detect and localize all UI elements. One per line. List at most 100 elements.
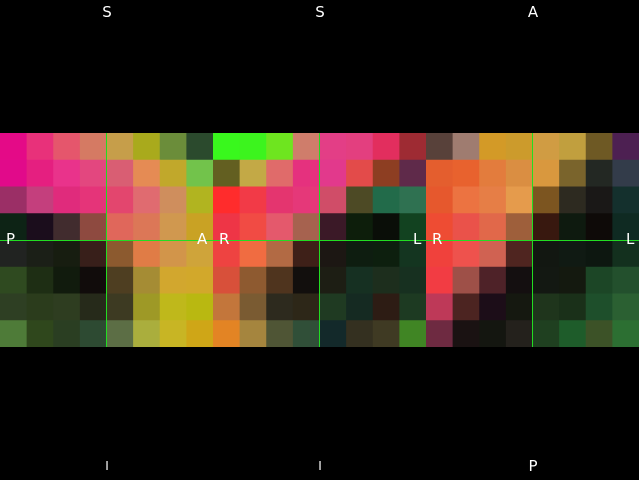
coronal-voxel [239, 266, 267, 295]
sagittal-voxel [79, 186, 108, 214]
axial-voxel [479, 240, 507, 268]
sagittal-voxel [186, 240, 213, 268]
sagittal-voxel [0, 133, 28, 161]
axial-view-panel[interactable] [426, 133, 639, 347]
coronal-voxel [346, 213, 374, 241]
sagittal-voxel [133, 293, 161, 321]
sagittal-voxel [133, 133, 161, 161]
sagittal-voxel [0, 159, 28, 188]
axial-bottom-orientation-label: P [528, 457, 538, 475]
axial-voxel [426, 293, 454, 321]
sagittal-voxel [159, 266, 187, 295]
axial-voxel [559, 133, 587, 161]
axial-voxel [532, 266, 560, 295]
axial-voxel [479, 159, 507, 188]
axial-voxel [505, 320, 534, 347]
axial-voxel [612, 320, 639, 347]
axial-voxel [479, 266, 507, 295]
coronal-voxel [399, 320, 426, 347]
sagittal-voxel [133, 159, 161, 188]
sagittal-voxel [106, 266, 134, 295]
coronal-voxel [292, 293, 321, 321]
axial-voxel [585, 133, 613, 161]
sagittal-voxel [26, 240, 54, 268]
sagittal-voxel [79, 133, 108, 161]
sagittal-voxel [159, 240, 187, 268]
coronal-voxel [319, 133, 347, 161]
axial-voxel [452, 159, 480, 188]
sagittal-top-orientation-label: S [102, 3, 112, 21]
axial-voxel [559, 266, 587, 295]
coronal-voxel [266, 320, 294, 347]
axial-voxel [452, 293, 480, 321]
sagittal-voxel [79, 320, 108, 347]
axial-voxel [479, 186, 507, 214]
sagittal-voxel [0, 240, 28, 268]
sagittal-voxel [0, 266, 28, 295]
sagittal-left-orientation-label: P [6, 230, 16, 248]
sagittal-voxel [106, 159, 134, 188]
sagittal-voxel [79, 293, 108, 321]
coronal-voxel [239, 293, 267, 321]
axial-voxel [585, 159, 613, 188]
coronal-voxel [266, 240, 294, 268]
axial-voxel [452, 186, 480, 214]
axial-voxel [612, 133, 639, 161]
axial-voxel [612, 240, 639, 268]
axial-voxel [559, 186, 587, 214]
axial-voxel [612, 293, 639, 321]
coronal-voxel [213, 213, 241, 241]
sagittal-voxel [26, 266, 54, 295]
crosshair-horizontal[interactable] [0, 240, 639, 241]
coronal-voxel [266, 293, 294, 321]
sagittal-voxel [53, 159, 81, 188]
sagittal-view-panel[interactable] [0, 133, 213, 347]
coronal-voxel [399, 133, 426, 161]
sagittal-voxel [186, 213, 213, 241]
sagittal-voxel [106, 293, 134, 321]
sagittal-voxel [26, 133, 54, 161]
axial-voxel [426, 266, 454, 295]
coronal-voxel [346, 240, 374, 268]
coronal-voxel [319, 320, 347, 347]
axial-voxel [452, 266, 480, 295]
coronal-slice-image[interactable] [213, 133, 426, 347]
axial-voxel [452, 133, 480, 161]
axial-voxel [585, 186, 613, 214]
sagittal-voxel [133, 266, 161, 295]
coronal-voxel [372, 213, 400, 241]
coronal-voxel [399, 213, 426, 241]
coronal-voxel [346, 293, 374, 321]
axial-voxel [452, 240, 480, 268]
sagittal-voxel [79, 266, 108, 295]
axial-voxel [612, 266, 639, 295]
sagittal-voxel [26, 293, 54, 321]
axial-voxel [612, 213, 639, 241]
axial-slice-image[interactable] [426, 133, 639, 347]
coronal-voxel [372, 266, 400, 295]
coronal-voxel [266, 213, 294, 241]
axial-left-orientation-label: R [432, 230, 443, 248]
coronal-voxel [292, 186, 321, 214]
coronal-voxel [292, 240, 321, 268]
coronal-voxel [319, 240, 347, 268]
coronal-right-orientation-label: L [413, 230, 422, 248]
coronal-view-panel[interactable] [213, 133, 426, 347]
sagittal-voxel [0, 213, 28, 241]
axial-voxel [426, 240, 454, 268]
sagittal-voxel [159, 293, 187, 321]
coronal-voxel [346, 133, 374, 161]
coronal-voxel [346, 159, 374, 188]
coronal-voxel [319, 266, 347, 295]
coronal-voxel [319, 213, 347, 241]
axial-voxel [426, 133, 454, 161]
coronal-voxel [239, 133, 267, 161]
coronal-voxel [399, 266, 426, 295]
sagittal-slice-image[interactable] [0, 133, 213, 347]
sagittal-voxel [53, 213, 81, 241]
axial-top-orientation-label: A [527, 3, 539, 21]
axial-voxel [505, 266, 534, 295]
axial-voxel [559, 240, 587, 268]
sagittal-voxel [26, 186, 54, 214]
